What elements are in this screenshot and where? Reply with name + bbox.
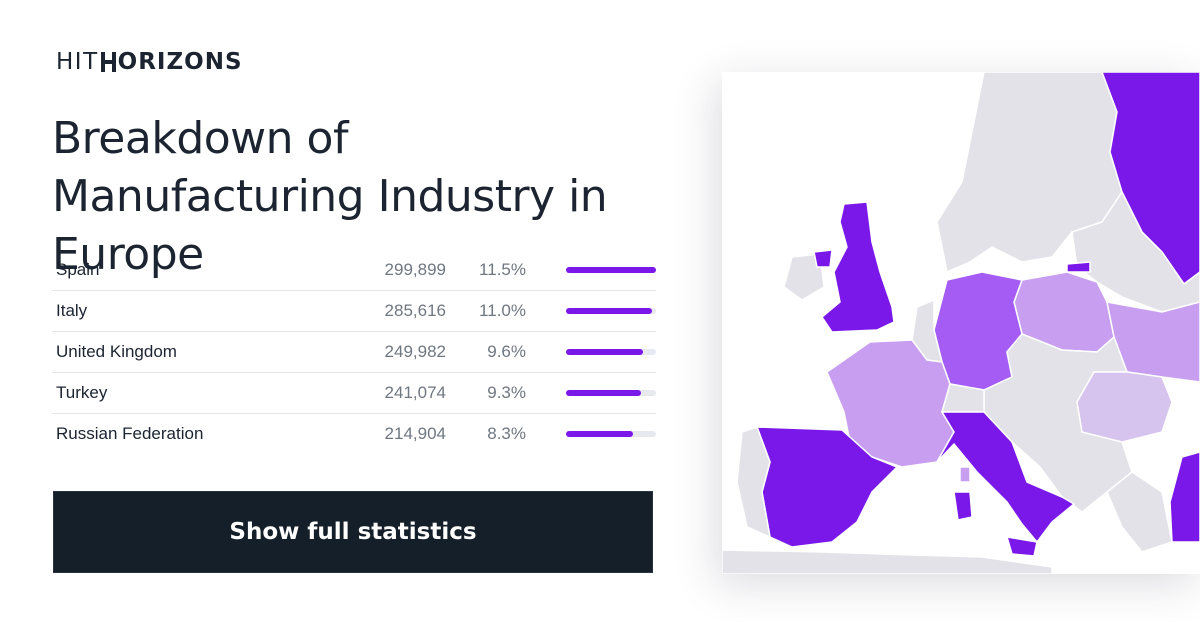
share-bar-fill <box>566 390 641 396</box>
share-bar-fill <box>566 349 644 355</box>
table-row: United Kingdom 249,982 9.6% <box>52 332 656 373</box>
country-value: 249,982 <box>384 342 446 361</box>
country-name: Spain <box>56 260 100 279</box>
logo-text-bold: ORIZONS <box>117 49 243 75</box>
country-value: 214,904 <box>384 424 446 443</box>
country-share: 11.0% <box>479 301 526 320</box>
map-region-sicily <box>1005 536 1038 557</box>
map-region-kaliningrad <box>1066 261 1091 273</box>
table-row: Spain 299,899 11.5% <box>52 250 656 291</box>
logo-text-light: HIT <box>56 49 99 75</box>
country-name: Turkey <box>56 383 108 402</box>
table-row: Italy 285,616 11.0% <box>52 291 656 332</box>
country-name: United Kingdom <box>56 342 177 361</box>
share-bar-fill <box>566 267 656 273</box>
stats-table: Spain 299,899 11.5% Italy 285,616 11.0% … <box>52 250 656 454</box>
share-bar-track <box>566 390 656 396</box>
map-region-germany <box>933 271 1024 391</box>
country-value: 299,899 <box>384 260 446 279</box>
map-region-sardinia <box>953 491 973 521</box>
share-bar-track <box>566 267 656 273</box>
share-bar-track <box>566 308 656 314</box>
country-value: 285,616 <box>384 301 446 320</box>
map-region-greece <box>1106 471 1173 553</box>
share-bar-fill <box>566 431 633 437</box>
page-title: Breakdown of Manufacturing Industry in E… <box>52 113 608 280</box>
country-value: 241,074 <box>384 383 446 402</box>
table-row: Russian Federation 214,904 8.3% <box>52 414 656 454</box>
country-share: 9.6% <box>487 342 526 361</box>
map-region-corsica <box>959 466 971 483</box>
map-region-uk <box>821 201 895 333</box>
country-share: 11.5% <box>479 260 526 279</box>
map-region-north-africa <box>722 549 1053 574</box>
map-region-switzerland <box>941 383 985 413</box>
country-share: 8.3% <box>487 424 526 443</box>
logo-h-mark-icon <box>100 52 116 72</box>
country-share: 9.3% <box>487 383 526 402</box>
table-row: Turkey 241,074 9.3% <box>52 373 656 414</box>
map-region-romania <box>1076 371 1173 443</box>
share-bar-track <box>566 431 656 437</box>
share-bar-fill <box>566 308 652 314</box>
country-name: Russian Federation <box>56 424 204 443</box>
map-region-northern-ireland <box>813 249 833 268</box>
map-region-portugal <box>736 426 771 539</box>
share-bar-track <box>566 349 656 355</box>
hithorizons-logo[interactable]: HIT ORIZONS <box>56 48 243 76</box>
europe-map <box>722 72 1200 574</box>
europe-map-svg <box>722 72 1200 574</box>
country-name: Italy <box>56 301 88 320</box>
show-full-statistics-button[interactable]: Show full statistics <box>53 491 653 573</box>
map-region-turkey <box>1169 451 1200 543</box>
